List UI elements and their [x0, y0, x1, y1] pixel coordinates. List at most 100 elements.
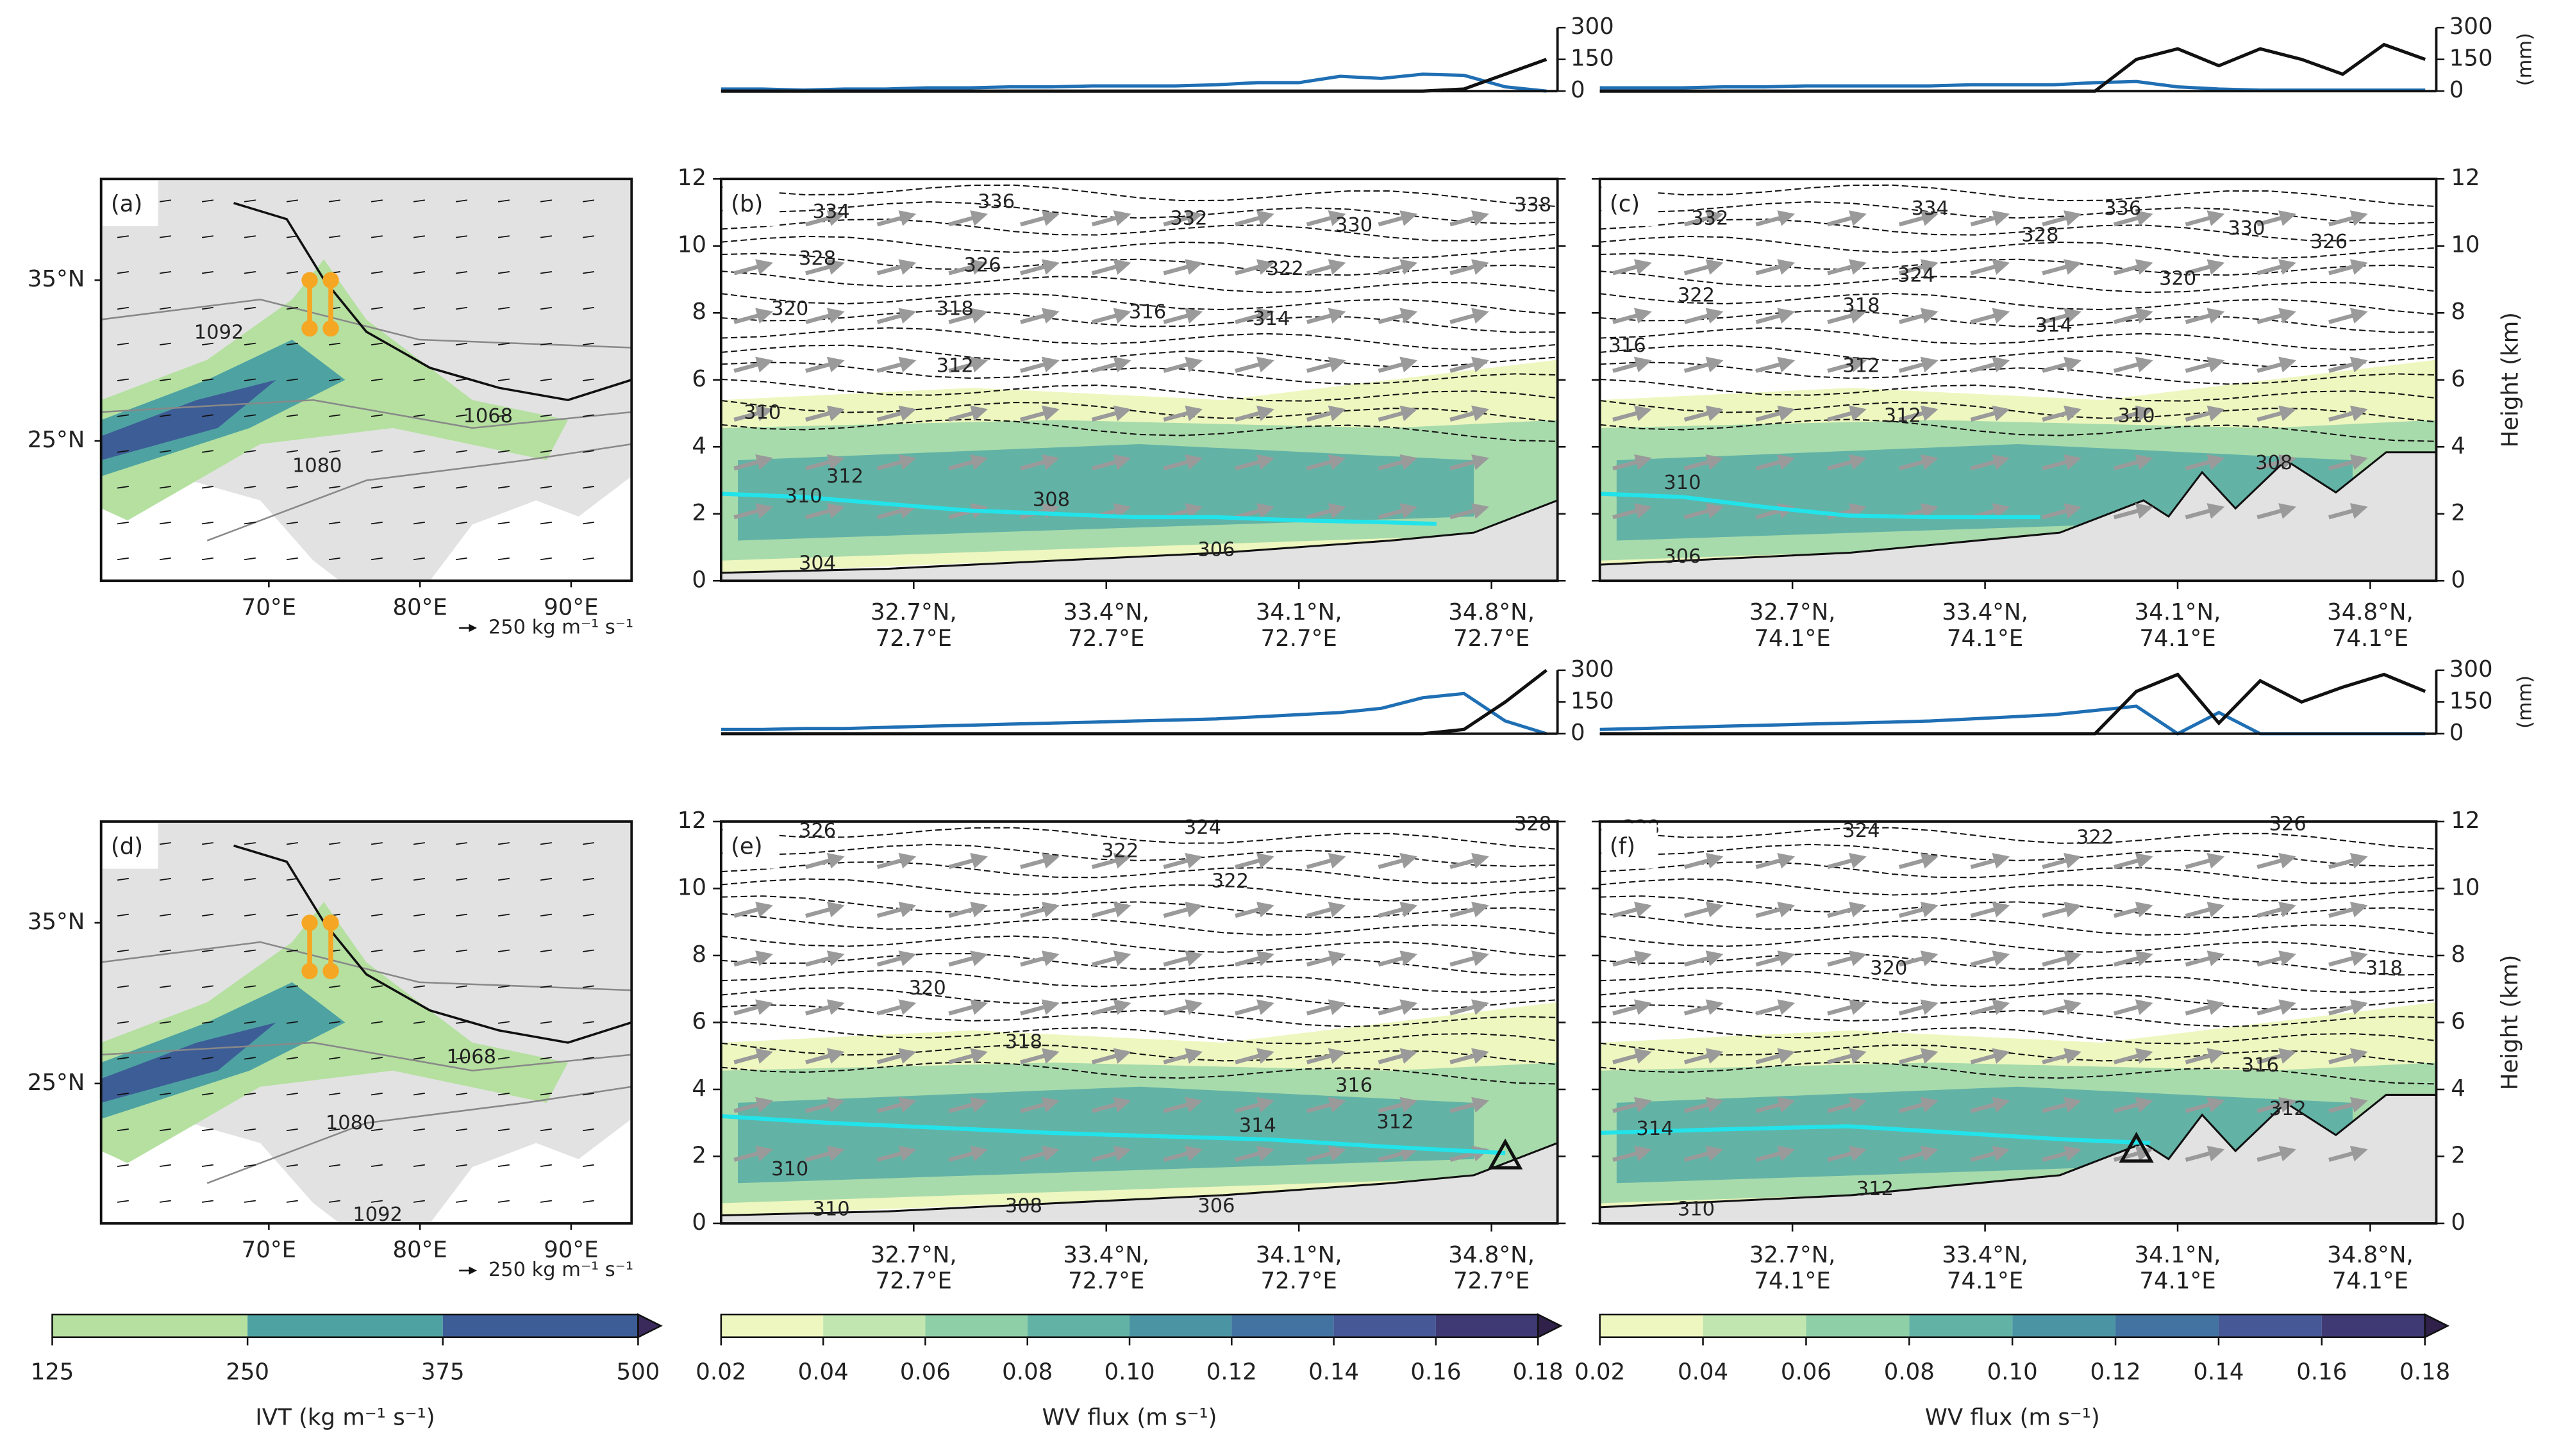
contour-label: 308 [1033, 488, 1070, 511]
theta-contour [721, 970, 1558, 993]
wind-vector [244, 414, 256, 417]
y-axis-title: Height (km) [2497, 955, 2523, 1091]
wind-vector [371, 985, 383, 988]
wind-arrow [733, 454, 773, 471]
wind-arrow [876, 454, 917, 471]
wind-arrow [1827, 902, 1867, 918]
wind-arrow [1827, 1145, 1867, 1162]
wind-vector [582, 1021, 594, 1024]
wind-arrow [1163, 852, 1203, 870]
wind-vector [455, 1164, 467, 1168]
wind-arrow [1163, 902, 1203, 918]
wind-vector [286, 306, 298, 310]
wind-arrow [805, 999, 845, 1016]
wind-vector [286, 877, 298, 881]
wind-vector [371, 378, 383, 381]
colorbar-tick-label: 0.06 [900, 1359, 951, 1386]
precip-line [721, 72, 1547, 93]
theta-contour [1599, 270, 2437, 294]
wind-vector [286, 1128, 298, 1132]
wind-arrow [1970, 950, 2010, 967]
wind-arrow [733, 308, 773, 324]
y-tick-label: 4 [692, 433, 706, 459]
wind-arrow [1020, 1145, 1060, 1162]
wind-arrow [2114, 503, 2153, 520]
contour-label: 318 [937, 298, 974, 320]
wind-vector [413, 199, 425, 203]
wind-arrow [1306, 405, 1346, 422]
wind-arrow [2042, 852, 2081, 870]
wind-arrow [2114, 1145, 2153, 1162]
wind-arrow [1020, 950, 1060, 967]
wind-vector [159, 235, 171, 238]
wind-vector [497, 378, 510, 381]
x-tick-label: 33.4°N, 72.7°E [1063, 1242, 1149, 1295]
wind-arrow [1163, 1145, 1203, 1162]
wind-arrow [1235, 308, 1274, 324]
wind-vector [582, 985, 594, 988]
wind-arrow [1683, 1145, 1724, 1162]
wind-arrow [1970, 405, 2010, 422]
wind-vector [540, 913, 552, 917]
wind-vector [371, 271, 383, 274]
theta-contour [721, 913, 1558, 936]
wind-vector [286, 1057, 298, 1060]
wind-vector [582, 235, 594, 238]
wind-arrow [1378, 210, 1418, 227]
wind-vector [159, 557, 171, 561]
contour-label: 328 [799, 247, 836, 270]
transect-end [301, 272, 318, 288]
colorbar-tick-label: 0.12 [2090, 1359, 2141, 1386]
theta-contour [721, 184, 1558, 208]
y-tick-label: 0 [2449, 77, 2464, 103]
wind-vector [371, 1164, 383, 1168]
wind-arrow [2256, 210, 2296, 227]
wind-arrow [1020, 1096, 1060, 1113]
wind-arrow [1020, 902, 1060, 918]
x-tick-label: 33.4°N, 74.1°E [1942, 599, 2028, 652]
wind-arrow [1306, 1145, 1346, 1162]
wind-arrow [1091, 1145, 1131, 1162]
wind-arrow [2114, 210, 2153, 227]
y-tick-label: 12 [2451, 165, 2480, 191]
wind-arrow [1612, 503, 1652, 520]
wind-vector [328, 199, 340, 203]
panel-label: (c) [1610, 191, 1640, 217]
theta-contour [1599, 861, 2437, 884]
contour-label: 312 [1376, 1111, 1414, 1134]
wind-arrow [2185, 950, 2225, 967]
colorbar-level [2321, 1314, 2425, 1337]
wind-arrow [1898, 454, 1939, 471]
colorbar-level [1435, 1314, 1539, 1337]
wind-arrow [1827, 308, 1867, 324]
contour-label: 304 [799, 552, 836, 575]
colorbar-frame [51, 1313, 639, 1338]
y-tick-label: 0 [692, 567, 706, 593]
wind-arrow [1306, 902, 1346, 918]
wind-arrow [948, 1145, 988, 1162]
wind-vector [540, 1057, 552, 1060]
wind-vector [328, 1200, 340, 1203]
wind-arrow [1091, 902, 1131, 918]
wind-arrow [876, 1145, 917, 1162]
theta-contour [721, 1021, 1558, 1045]
wind-vector [582, 450, 594, 453]
wind-arrow [1755, 902, 1796, 918]
wind-vector [582, 557, 594, 561]
wind-arrow [1020, 852, 1060, 870]
theta-contour [721, 235, 1558, 259]
contour-label: 312 [1856, 1178, 1894, 1200]
y-tick-label: 0 [692, 1209, 706, 1236]
wind-arrow [733, 902, 773, 918]
wind-arrow [1683, 999, 1724, 1016]
wind-vector [455, 877, 467, 881]
wind-vector [159, 450, 171, 453]
wind-arrow [2042, 1048, 2081, 1064]
wind-arrow [1378, 950, 1418, 967]
y-tick-label: 0 [1571, 720, 1585, 746]
wind-arrow [948, 405, 988, 422]
colorbar-tick-label: 0.10 [1104, 1359, 1155, 1386]
wind-arrow [2328, 259, 2368, 276]
wind-arrow [2328, 405, 2368, 422]
wind-vector [497, 306, 510, 310]
